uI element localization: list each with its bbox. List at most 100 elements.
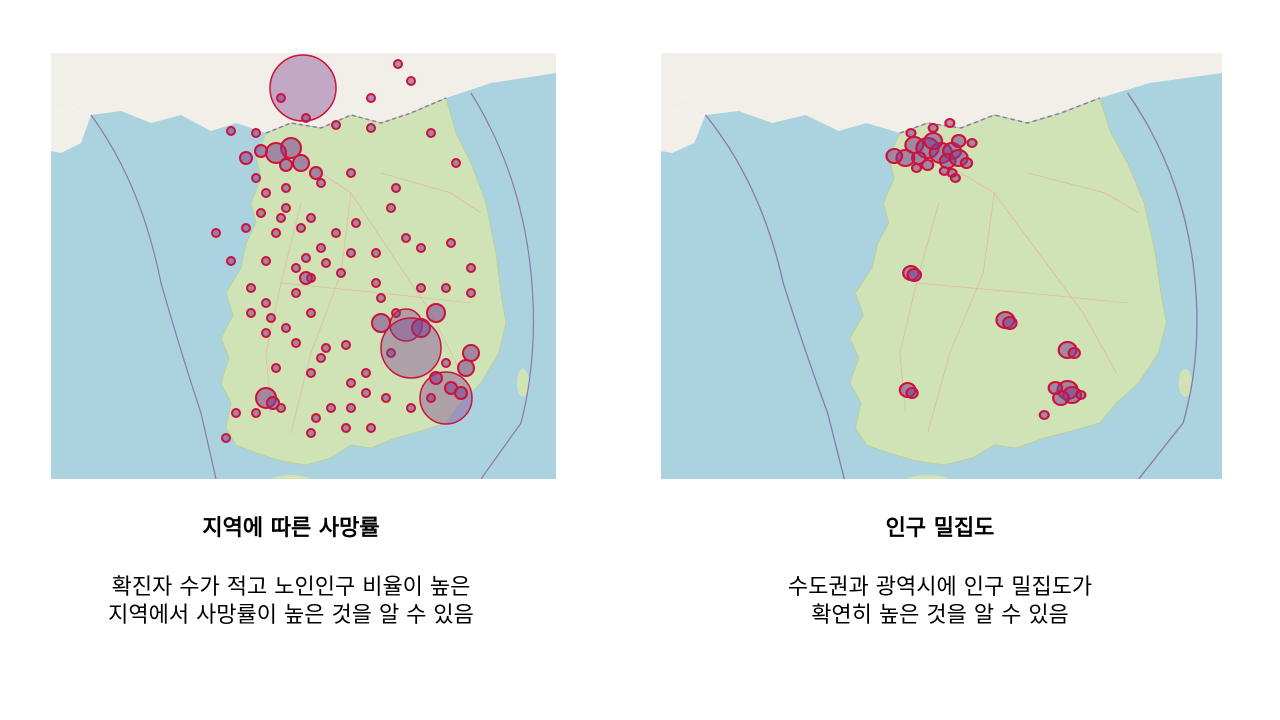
mortality-caption: 지역에 따른 사망률 확진자 수가 적고 노인인구 비율이 높은 지역에서 사망…: [51, 514, 531, 630]
road-line-3: [290, 192, 352, 434]
road-line-4: [380, 172, 482, 214]
mortality-marker-83: [380, 317, 442, 379]
mortality-map-canvas: [51, 53, 556, 479]
mortality-marker-18: [251, 173, 261, 183]
mortality-marker-35: [301, 253, 311, 263]
road-line-4: [1027, 172, 1139, 214]
mortality-marker-10: [251, 128, 261, 138]
mortality-marker-70: [341, 340, 351, 350]
jeju-island: [906, 475, 949, 479]
mortality-marker-73: [271, 363, 281, 373]
mortality-marker-34: [331, 228, 341, 238]
mortality-marker-90: [454, 386, 468, 400]
population-density-map[interactable]: [661, 53, 1222, 479]
mortality-marker-9: [226, 126, 236, 136]
mortality-marker-2: [393, 59, 403, 69]
mortality-marker-23: [316, 178, 326, 188]
density-description-line-2: 확연히 높은 것을 알 수 있음: [811, 603, 1069, 628]
mortality-marker-86: [457, 359, 475, 377]
mortality-marker-94: [361, 388, 371, 398]
mortality-marker-45: [401, 233, 411, 243]
mortality-marker-54: [261, 298, 271, 308]
density-marker-9: [923, 132, 944, 150]
mortality-marker-55: [291, 288, 301, 298]
density-caption: 인구 밀집도 수도권과 광역시에 인구 밀집도가 확연히 높은 것을 알 수 있…: [700, 514, 1180, 630]
mortality-marker-28: [296, 223, 306, 233]
density-marker-8: [885, 148, 904, 164]
mortality-marker-84: [441, 358, 451, 368]
mortality-marker-6: [301, 113, 311, 123]
mortality-marker-29: [276, 213, 286, 223]
road-line-1: [927, 152, 1117, 374]
density-marker-29: [905, 387, 919, 399]
mortality-marker-24: [346, 168, 356, 178]
density-marker-17: [905, 128, 917, 138]
road-line-3: [927, 192, 995, 434]
mortality-marker-16: [279, 158, 293, 172]
mortality-marker-25: [391, 183, 401, 193]
mortality-by-region-map[interactable]: [51, 53, 556, 479]
maritime-border-east: [470, 92, 535, 479]
mortality-marker-52: [466, 288, 476, 298]
mortality-marker-101: [231, 408, 241, 418]
mortality-marker-46: [416, 243, 426, 253]
mortality-marker-59: [246, 308, 256, 318]
density-marker-20: [949, 173, 961, 183]
mortality-marker-21: [256, 208, 266, 218]
mortality-marker-53: [246, 283, 256, 293]
mortality-marker-22: [281, 203, 291, 213]
west-landmass: [51, 103, 91, 153]
mortality-marker-15: [292, 154, 310, 172]
mortality-marker-76: [251, 408, 261, 418]
road-line-5: [916, 282, 1128, 304]
tsushima-island: [517, 369, 529, 397]
mortality-marker-58: [299, 271, 313, 285]
maritime-border-west: [90, 114, 217, 479]
mortality-marker-77: [276, 403, 286, 413]
mortality-marker-98: [306, 428, 316, 438]
mortality-marker-44: [371, 248, 381, 258]
mortality-marker-26: [426, 128, 436, 138]
mortality-marker-38: [211, 228, 221, 238]
mortality-marker-102: [221, 433, 231, 443]
mortality-marker-47: [446, 238, 456, 248]
mortality-marker-48: [466, 263, 476, 273]
mortality-marker-40: [261, 256, 271, 266]
mortality-marker-82: [386, 348, 396, 358]
mortality-marker-42: [321, 258, 331, 268]
mortality-marker-36: [271, 228, 281, 238]
mortality-marker-88: [429, 371, 443, 385]
road-line-1: [290, 152, 462, 374]
mortality-marker-61: [261, 328, 271, 338]
maritime-border-east: [1127, 92, 1198, 479]
maritime-border-west: [704, 114, 845, 479]
mortality-marker-81: [361, 368, 371, 378]
mortality-marker-92: [406, 403, 416, 413]
mortality-marker-79: [316, 353, 326, 363]
north-landmass: [51, 53, 556, 133]
mortality-marker-71: [321, 343, 331, 353]
mortality-marker-63: [306, 308, 316, 318]
south-korea-landmass: [849, 97, 1168, 466]
mortality-marker-64: [376, 293, 386, 303]
mortality-marker-95: [346, 403, 356, 413]
mortality-marker-30: [306, 213, 316, 223]
density-marker-19: [944, 118, 956, 128]
north-landmass: [661, 53, 1222, 133]
mortality-marker-75: [266, 396, 280, 410]
mortality-marker-13: [254, 144, 268, 158]
west-landmass: [661, 103, 706, 153]
density-map-canvas: [661, 53, 1222, 479]
density-title: 인구 밀집도: [885, 516, 995, 541]
density-marker-33: [1047, 381, 1064, 395]
mortality-marker-19: [261, 188, 271, 198]
mortality-marker-49: [371, 278, 381, 288]
mortality-title: 지역에 따른 사망률: [202, 516, 380, 541]
mortality-marker-62: [281, 323, 291, 333]
density-marker-23: [906, 268, 923, 282]
density-marker-13: [910, 163, 923, 173]
mortality-marker-60: [266, 313, 276, 323]
mortality-marker-51: [441, 283, 451, 293]
mortality-marker-80: [346, 378, 356, 388]
mortality-marker-85: [462, 344, 480, 362]
